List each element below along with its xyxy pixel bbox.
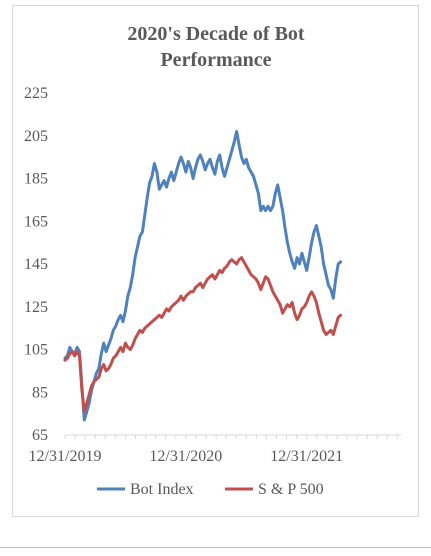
y-tick-label: 105: [24, 342, 48, 359]
y-tick-label: 205: [24, 128, 48, 145]
x-tick-label: 12/31/2020: [149, 448, 222, 465]
x-axis: 12/31/2019 12/31/2020 12/31/2021: [29, 434, 401, 465]
series-line-1: [63, 256, 343, 413]
chart-title-line-2: Performance: [160, 49, 271, 71]
x-tick-label: 12/31/2019: [29, 448, 102, 465]
chart-frame: 2020's Decade of Bot Performance 65 85 105…: [12, 5, 419, 517]
legend-label-0: Bot Index: [130, 481, 194, 498]
series-line-0: [63, 130, 343, 422]
y-tick-label: 185: [24, 171, 48, 188]
y-tick-label: 85: [32, 384, 48, 401]
y-tick-label: 145: [24, 256, 48, 273]
legend-label-1: S & P 500: [258, 481, 324, 498]
y-tick-label: 65: [32, 427, 48, 444]
divider: [0, 547, 431, 548]
y-tick-label: 165: [24, 213, 48, 230]
y-tick-label: 225: [24, 85, 48, 102]
y-axis-ticks: 65 85 105 125 145 165 185 205 225: [24, 85, 48, 444]
chart-title-line-1: 2020's Decade of Bot: [127, 23, 305, 45]
x-tick-label: 12/31/2021: [270, 448, 343, 465]
legend: Bot Index S & P 500: [97, 481, 324, 498]
y-tick-label: 125: [24, 299, 48, 316]
series-layer: [63, 130, 343, 422]
line-chart: 2020's Decade of Bot Performance 65 85 105…: [24, 23, 401, 498]
